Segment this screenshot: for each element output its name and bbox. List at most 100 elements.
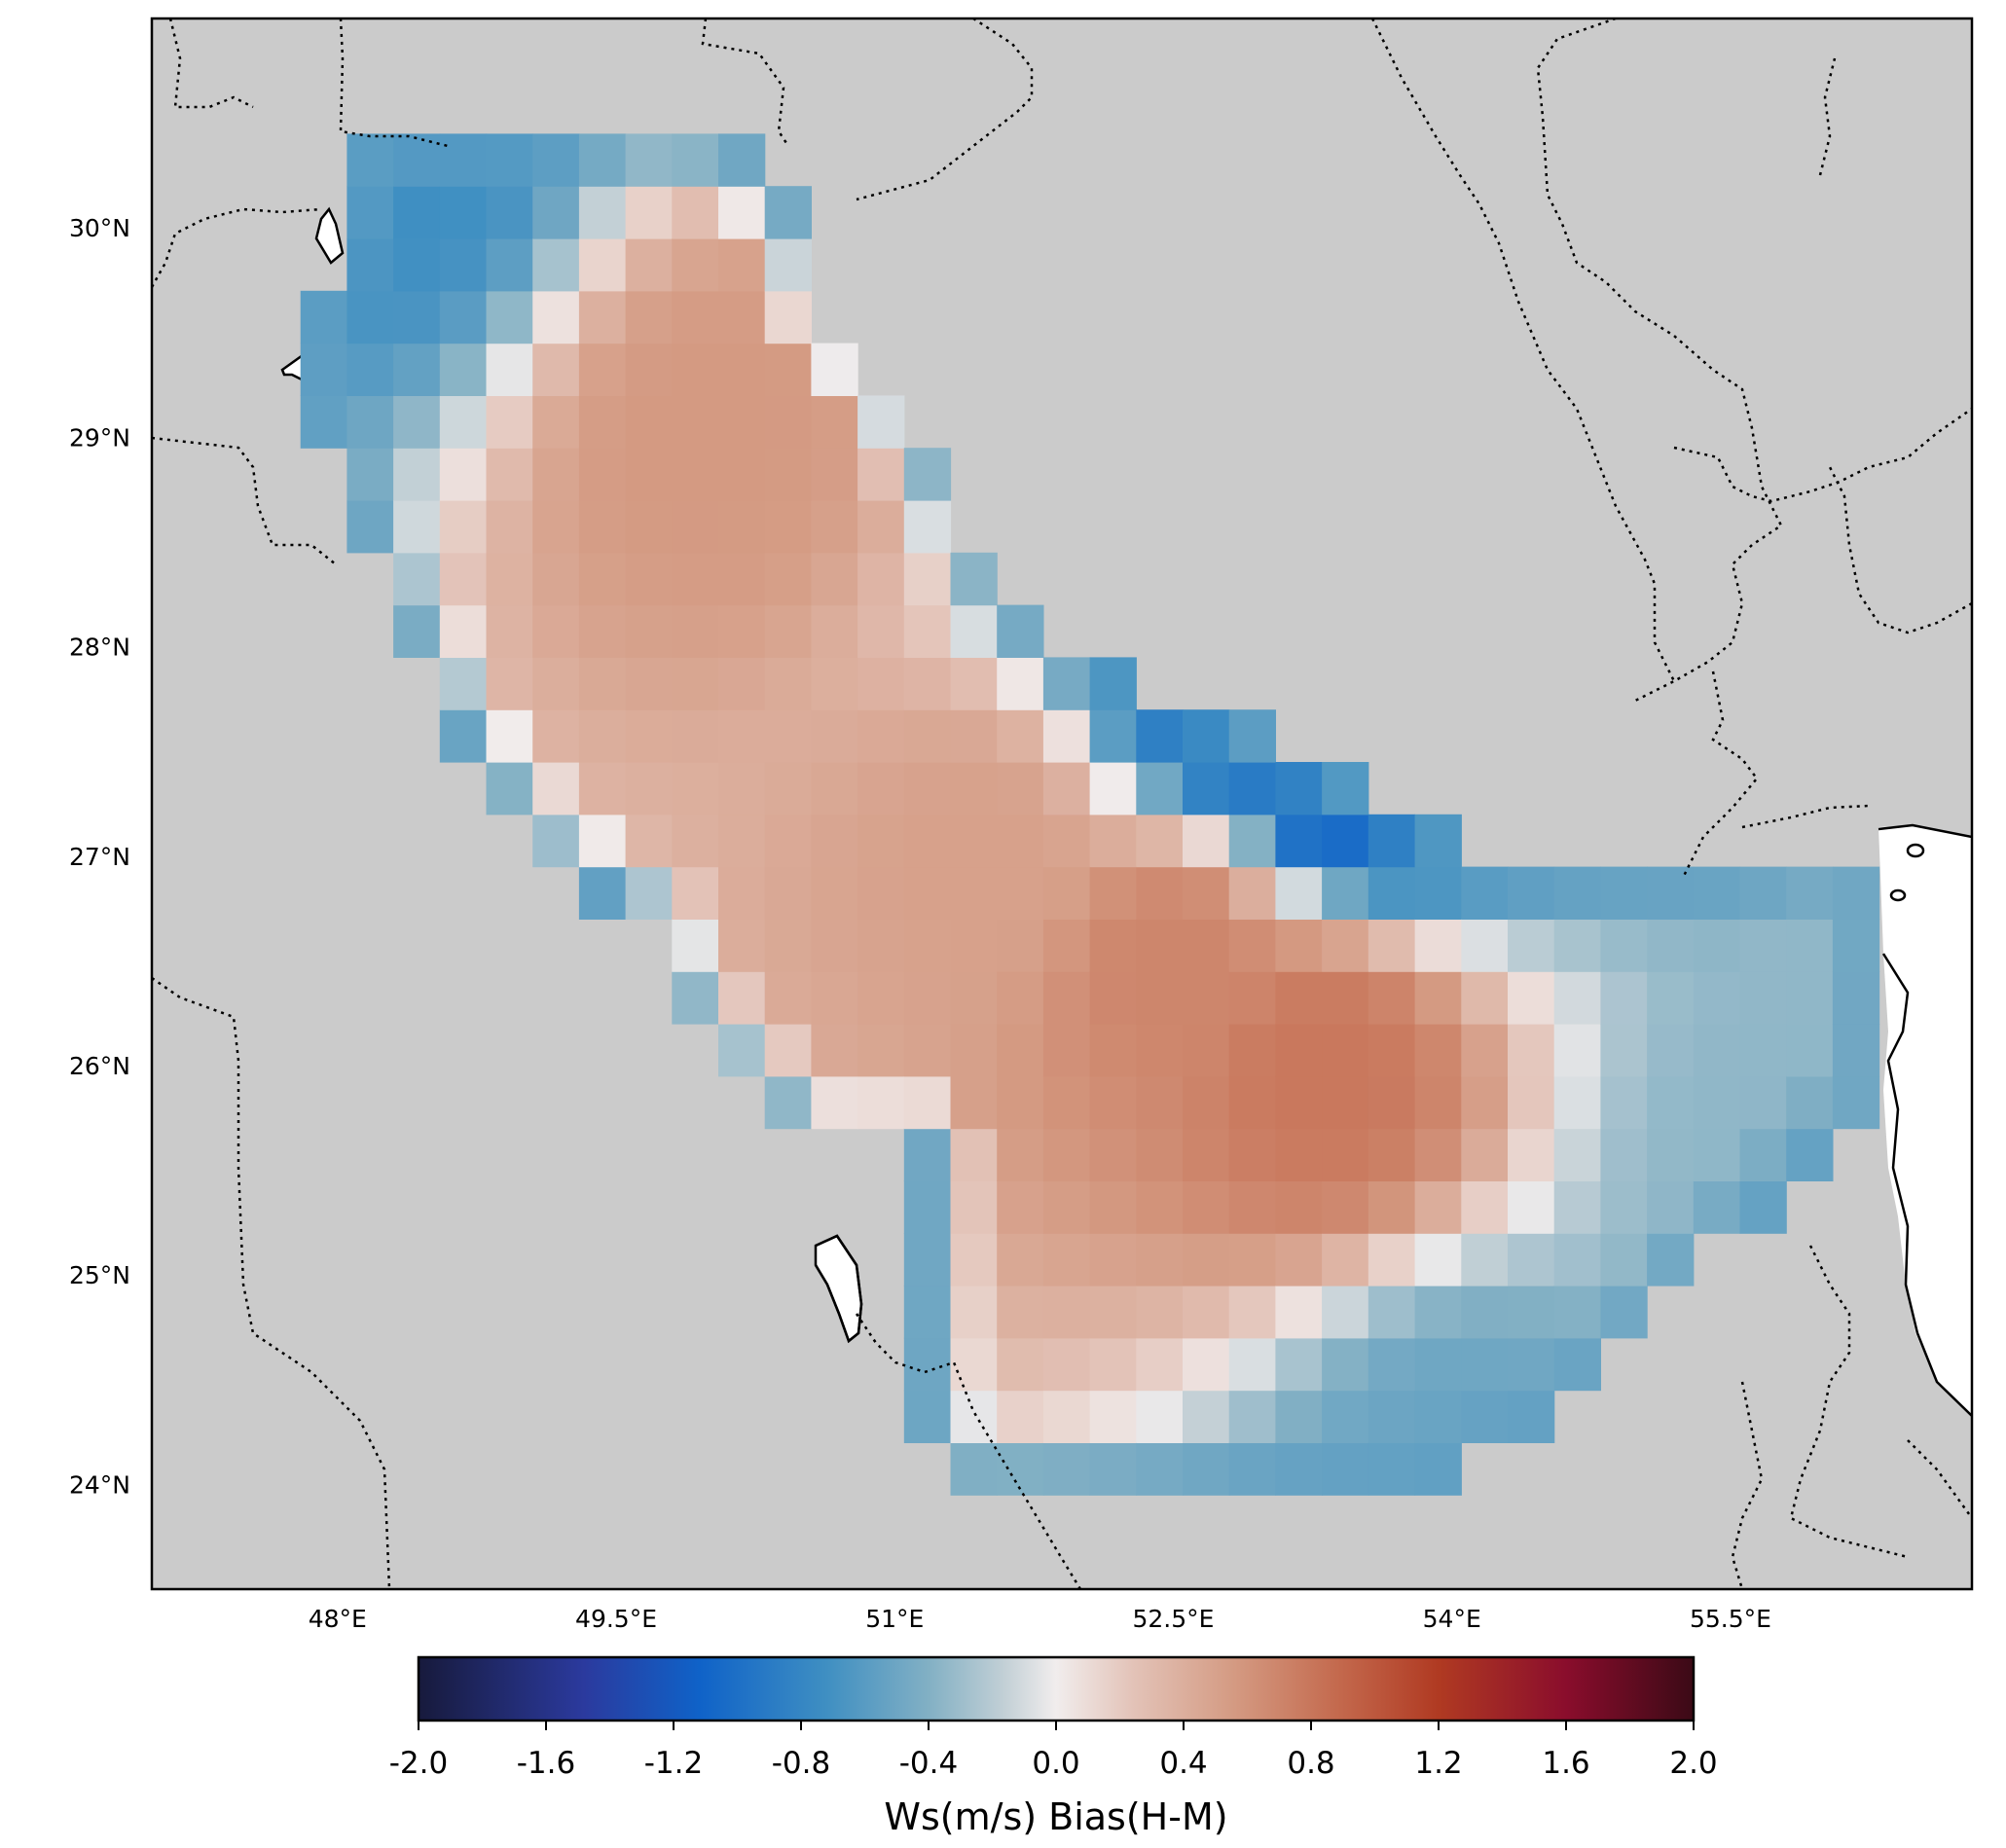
grid-cell xyxy=(393,448,441,501)
grid-cell xyxy=(1461,1180,1509,1234)
grid-cell xyxy=(718,290,766,344)
grid-cell xyxy=(1414,1180,1462,1234)
lon-tick-label: 51°E xyxy=(865,1605,924,1633)
grid-cell xyxy=(1042,1024,1091,1077)
grid-cell xyxy=(672,762,719,815)
grid-cell xyxy=(439,448,488,501)
grid-cell xyxy=(1275,1024,1323,1077)
grid-cell xyxy=(1508,866,1555,920)
grid-cell xyxy=(1089,1286,1137,1339)
grid-cell xyxy=(903,1233,952,1286)
grid-cell xyxy=(1786,1128,1834,1181)
grid-cell xyxy=(1089,657,1137,710)
grid-cell xyxy=(625,343,673,396)
grid-cell xyxy=(1042,1390,1091,1443)
grid-cell xyxy=(1042,1337,1091,1392)
grid-cell xyxy=(718,395,766,449)
grid-cell xyxy=(532,604,580,658)
grid-cell xyxy=(486,604,533,658)
grid-cell xyxy=(1600,1128,1648,1181)
grid-cell xyxy=(764,290,812,344)
grid-cell xyxy=(1136,1075,1184,1130)
grid-cell xyxy=(1647,971,1695,1025)
grid-cell xyxy=(1461,1024,1509,1077)
grid-cell xyxy=(1322,866,1369,920)
grid-cell xyxy=(1368,814,1416,868)
grid-cell xyxy=(1183,971,1230,1025)
grid-cell xyxy=(625,186,673,239)
lon-tick-label: 49.5°E xyxy=(575,1605,657,1633)
grid-cell xyxy=(1228,1128,1276,1181)
grid-cell xyxy=(1553,1286,1601,1339)
grid-cell xyxy=(718,709,766,763)
grid-cell xyxy=(486,709,533,763)
grid-cell xyxy=(1553,1233,1601,1286)
grid-cell xyxy=(346,500,394,554)
colorbar-tick-label: -1.2 xyxy=(644,1746,704,1781)
grid-cell xyxy=(1089,866,1137,920)
grid-cell xyxy=(1228,1180,1276,1234)
grid-cell xyxy=(1600,919,1648,972)
grid-cell xyxy=(1693,1180,1741,1234)
grid-cell xyxy=(578,500,627,554)
grid-cell xyxy=(903,709,952,763)
grid-cell xyxy=(1786,919,1834,972)
grid-cell xyxy=(997,604,1044,658)
grid-cell xyxy=(950,1180,998,1234)
grid-cell xyxy=(1228,919,1276,972)
grid-cell xyxy=(393,552,441,606)
colorbar-label: Ws(m/s) Bias(H-M) xyxy=(884,1795,1227,1838)
grid-cell xyxy=(1368,866,1416,920)
grid-cell xyxy=(903,448,952,501)
grid-cell xyxy=(1089,1024,1137,1077)
grid-cell xyxy=(997,919,1044,972)
grid-cell xyxy=(1647,919,1695,972)
grid-cell xyxy=(1228,1286,1276,1339)
grid-cell xyxy=(950,814,998,868)
grid-cell xyxy=(1461,866,1509,920)
grid-cell xyxy=(1786,1024,1834,1077)
grid-cell xyxy=(1600,1024,1648,1077)
grid-cell xyxy=(578,552,627,606)
grid-cell xyxy=(1786,971,1834,1025)
grid-cell xyxy=(672,866,719,920)
lat-tick-label: 26°N xyxy=(69,1052,130,1080)
grid-cell xyxy=(393,604,441,658)
grid-cell xyxy=(1136,1286,1184,1339)
grid-cell xyxy=(1693,1128,1741,1181)
grid-cell xyxy=(1693,919,1741,972)
lon-tick-label: 52.5°E xyxy=(1133,1605,1215,1633)
grid-cell xyxy=(578,186,627,239)
grid-cell xyxy=(1647,866,1695,920)
grid-cell xyxy=(1508,1390,1555,1443)
grid-cell xyxy=(1553,971,1601,1025)
grid-cell xyxy=(1228,866,1276,920)
grid-cell xyxy=(486,290,533,344)
grid-cell xyxy=(1368,1442,1416,1496)
grid-cell xyxy=(997,1337,1044,1392)
grid-cell xyxy=(625,238,673,292)
grid-cell xyxy=(1414,1233,1462,1286)
grid-cell xyxy=(1275,971,1323,1025)
grid-cell xyxy=(718,604,766,658)
grid-cell xyxy=(1183,814,1230,868)
grid-cell xyxy=(997,1075,1044,1130)
grid-cell xyxy=(764,186,812,239)
grid-cell xyxy=(486,133,533,187)
grid-cell xyxy=(625,657,673,710)
grid-cell xyxy=(625,762,673,815)
grid-cell xyxy=(811,814,858,868)
grid-cell xyxy=(1553,1075,1601,1130)
grid-cell xyxy=(1368,1180,1416,1234)
grid-cell xyxy=(1275,1128,1323,1181)
grid-cell xyxy=(811,604,858,658)
grid-cell xyxy=(672,500,719,554)
grid-cell xyxy=(718,186,766,239)
grid-cell xyxy=(300,290,347,344)
grid-cell xyxy=(1414,1337,1462,1392)
grid-cell xyxy=(486,500,533,554)
grid-cell xyxy=(1368,1286,1416,1339)
grid-cell xyxy=(625,500,673,554)
grid-cell xyxy=(857,971,905,1025)
grid-cell xyxy=(1136,1337,1184,1392)
